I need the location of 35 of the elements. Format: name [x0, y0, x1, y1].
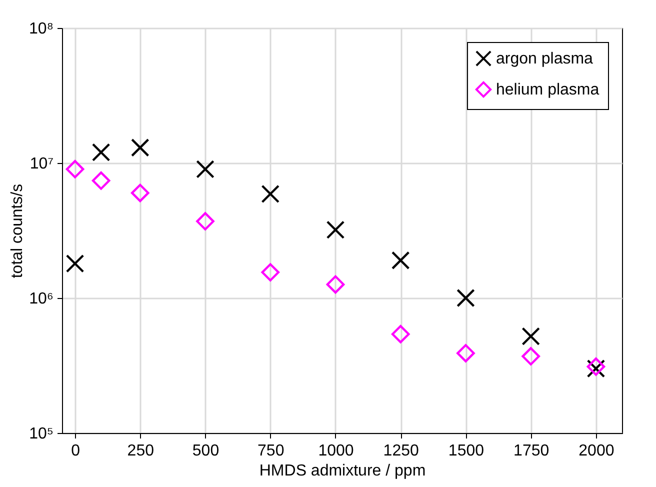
- x-tick-label: 500: [192, 442, 220, 460]
- y-axis-title: total counts/s: [8, 184, 26, 278]
- x-tick-label: 1750: [514, 442, 550, 460]
- point: [456, 344, 475, 362]
- x-tick-label: 0: [71, 442, 80, 460]
- point: [456, 288, 475, 308]
- point: [391, 251, 410, 270]
- point: [261, 263, 280, 282]
- point: [326, 220, 345, 239]
- point: [196, 212, 214, 230]
- point: [261, 184, 280, 204]
- y-tick-label: 10⁶: [29, 290, 54, 308]
- y-tick-label: 10⁷: [30, 156, 54, 172]
- x-tick-label: 1500: [448, 442, 484, 460]
- point: [66, 160, 84, 178]
- point: [66, 254, 84, 273]
- point: [326, 275, 345, 294]
- y-tick-label: 10⁸: [28, 20, 54, 38]
- legend-label: helium plasma: [496, 82, 600, 98]
- x-tick-label: 1250: [383, 442, 420, 460]
- x-tick-label: 250: [127, 442, 154, 460]
- legend-label: argon plasma: [496, 50, 594, 68]
- point: [92, 143, 110, 162]
- point: [130, 138, 150, 157]
- point: [130, 184, 150, 202]
- x-axis-title: HMDS admixture / ppm: [259, 462, 426, 480]
- point: [92, 171, 110, 190]
- x-tick-label: 1000: [318, 442, 354, 460]
- x-tick-label: 750: [258, 442, 284, 460]
- point: [522, 347, 540, 366]
- point: [522, 327, 540, 346]
- point: [196, 160, 214, 178]
- point: [391, 324, 410, 344]
- y-tick-label: 10⁵: [29, 426, 54, 442]
- x-tick-label: 2000: [578, 442, 614, 460]
